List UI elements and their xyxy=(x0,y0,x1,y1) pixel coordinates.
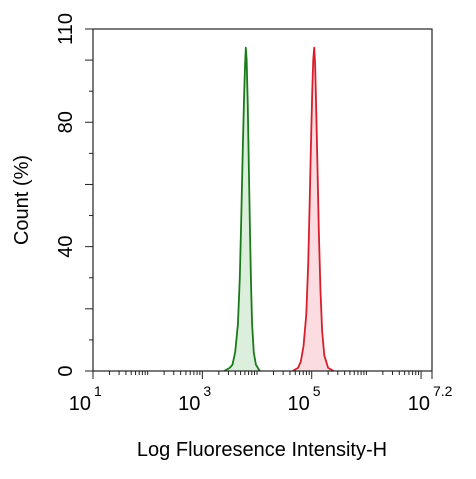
series-2-area xyxy=(292,47,334,372)
x-axis-title: Log Fluoresence Intensity-H xyxy=(137,439,387,461)
series-1-line xyxy=(223,46,261,372)
ticks-layer xyxy=(85,28,433,379)
x-tick-label: 101 xyxy=(69,383,102,415)
x-tick-label: 103 xyxy=(178,383,211,415)
x-tick-base: 10 xyxy=(408,393,430,415)
y-tick-label: 110 xyxy=(55,13,77,45)
y-axis-title: Count (%) xyxy=(11,155,33,245)
x-tick-exponent: 5 xyxy=(313,383,321,399)
y-tick-label: 40 xyxy=(55,235,77,257)
plot-frame xyxy=(92,28,433,372)
x-tick-exponent: 7.2 xyxy=(433,383,453,399)
x-tick-label: 105 xyxy=(287,383,320,415)
x-tick-exponent: 1 xyxy=(94,383,102,399)
x-tick-base: 10 xyxy=(69,393,91,415)
series-2 xyxy=(292,46,335,372)
series-1 xyxy=(223,46,261,372)
x-tick-base: 10 xyxy=(287,393,309,415)
x-tick-base: 10 xyxy=(178,393,200,415)
x-tick-label: 107.2 xyxy=(408,383,453,415)
series-2-line xyxy=(292,46,335,372)
x-tick-exponent: 3 xyxy=(203,383,211,399)
series-layer xyxy=(223,46,335,372)
y-tick-label: 0 xyxy=(55,365,77,376)
y-tick-label: 80 xyxy=(55,111,77,133)
